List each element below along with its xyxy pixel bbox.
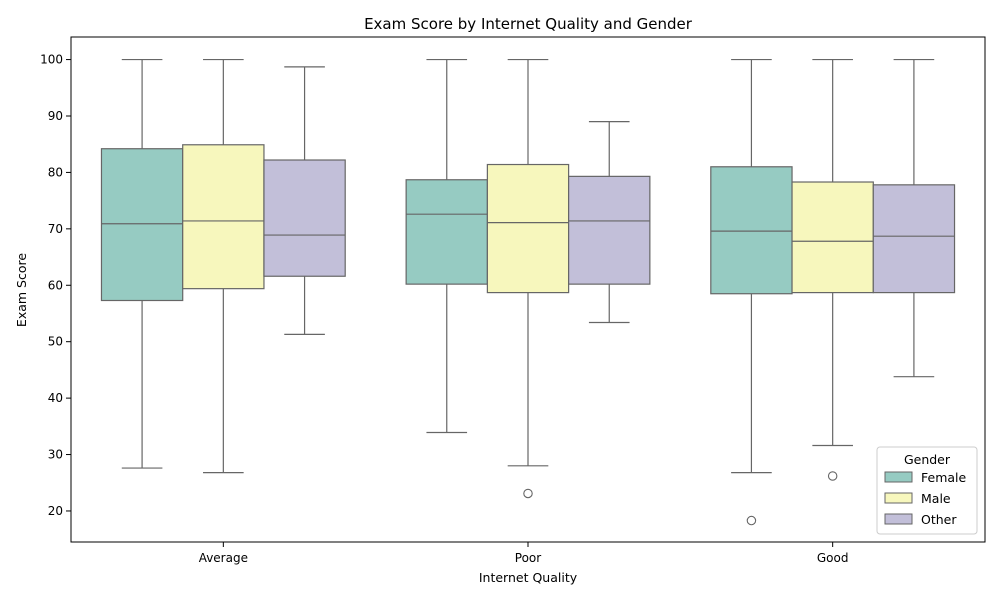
box-iqr (486, 163, 570, 294)
outlier-point (827, 471, 838, 481)
y-tick-label: 100 (40, 53, 63, 67)
box-group (872, 58, 956, 378)
legend-label: Male (921, 491, 951, 506)
y-axis: 20 30 40 50 60 70 80 90 100 (40, 53, 71, 518)
box-group (100, 58, 184, 469)
box-iqr (182, 144, 265, 290)
legend-box (876, 446, 978, 535)
outlier-point (746, 515, 757, 526)
y-tick-label: 90 (48, 109, 63, 123)
box-iqr (872, 184, 956, 294)
x-axis: Average Poor Good (199, 542, 849, 565)
box-iqr (100, 148, 184, 302)
y-tick-label: 20 (48, 504, 63, 518)
y-tick-label: 30 (48, 448, 63, 462)
box-iqr (405, 179, 488, 285)
box-group (486, 58, 570, 499)
y-axis-label: Exam Score (14, 253, 29, 327)
legend-swatch (884, 492, 913, 504)
y-tick-label: 50 (48, 335, 63, 349)
box-group (568, 121, 651, 324)
box-group (405, 58, 488, 434)
box-group (710, 58, 793, 526)
legend-label: Other (921, 512, 957, 527)
box-iqr (263, 159, 346, 277)
x-tick-label: Good (817, 551, 849, 565)
x-tick-label: Poor (515, 551, 541, 565)
legend-title: Gender (904, 452, 951, 467)
box-iqr (568, 175, 651, 285)
box-group (791, 58, 874, 481)
y-tick-label: 70 (48, 222, 63, 236)
legend: Gender Female Male Other (876, 446, 978, 535)
x-axis-label: Internet Quality (479, 570, 578, 585)
legend-swatch (884, 513, 913, 525)
x-tick-label: Average (199, 551, 248, 565)
chart-title: Exam Score by Internet Quality and Gende… (364, 15, 693, 33)
legend-label: Female (921, 470, 967, 485)
y-tick-label: 40 (48, 391, 63, 405)
box-group (182, 58, 265, 474)
y-tick-label: 60 (48, 278, 63, 292)
box-iqr (710, 166, 793, 295)
box-group (263, 66, 346, 335)
legend-swatch (884, 471, 913, 483)
box-iqr (791, 181, 874, 294)
plot-area (100, 58, 956, 526)
outlier-point (523, 488, 533, 499)
y-tick-label: 80 (48, 165, 63, 179)
